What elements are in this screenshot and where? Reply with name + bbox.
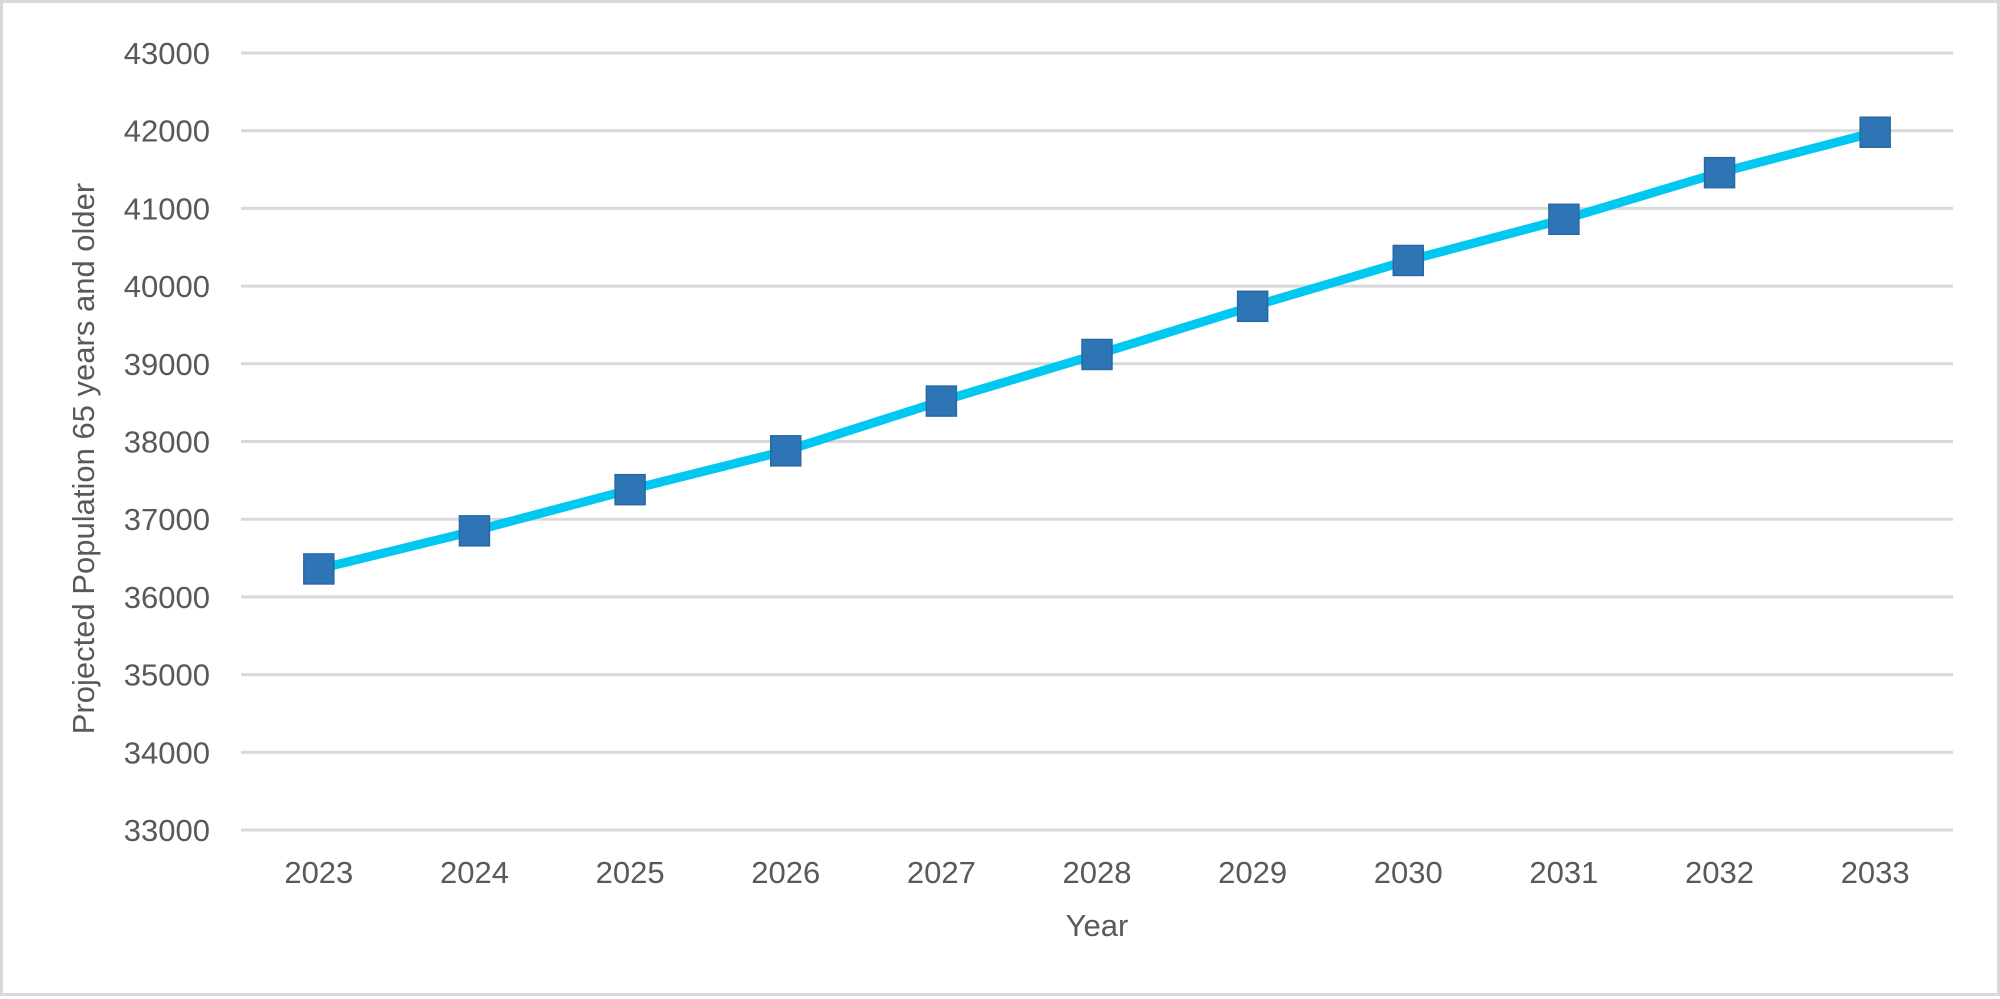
data-series xyxy=(303,116,1891,585)
x-axis-tick-labels: 2023 2024 2025 2026 2027 2028 2029 2030 2031 2032… xyxy=(284,855,1909,890)
x-tick-label: 2027 xyxy=(907,855,976,890)
y-axis-title: Projected Population 65 years and older xyxy=(66,183,101,734)
data-point-marker xyxy=(614,473,646,506)
data-point-marker xyxy=(303,553,335,585)
y-axis-tick-labels: 33000 34000 35000 36000 37000 38000 39000 40000… xyxy=(124,36,210,848)
data-point-marker xyxy=(925,385,958,417)
x-axis-title: Year xyxy=(1066,908,1129,943)
y-tick-label: 33000 xyxy=(124,813,210,848)
data-point-marker xyxy=(1236,290,1269,323)
data-point-marker xyxy=(1859,116,1891,149)
y-tick-label: 34000 xyxy=(124,735,210,770)
x-tick-label: 2030 xyxy=(1374,855,1443,890)
data-point-marker xyxy=(1081,338,1113,371)
x-tick-label: 2026 xyxy=(751,855,820,890)
y-tick-label: 43000 xyxy=(124,36,210,71)
y-tick-label: 35000 xyxy=(124,658,210,693)
x-tick-label: 2025 xyxy=(596,855,665,890)
y-tick-label: 41000 xyxy=(124,191,210,226)
x-tick-label: 2024 xyxy=(440,855,509,890)
y-tick-label: 36000 xyxy=(124,580,210,615)
data-point-marker xyxy=(1548,203,1580,236)
x-tick-label: 2023 xyxy=(284,855,353,890)
data-point-marker xyxy=(1703,156,1736,189)
x-tick-label: 2033 xyxy=(1841,855,1910,890)
x-tick-label: 2032 xyxy=(1685,855,1754,890)
y-tick-label: 42000 xyxy=(124,114,210,149)
x-tick-label: 2029 xyxy=(1218,855,1287,890)
x-tick-label: 2031 xyxy=(1529,855,1598,890)
gridlines xyxy=(241,51,1953,832)
x-tick-label: 2028 xyxy=(1063,855,1132,890)
y-tick-label: 40000 xyxy=(124,269,210,304)
data-point-marker xyxy=(458,515,491,547)
y-tick-label: 39000 xyxy=(124,347,210,382)
y-tick-label: 37000 xyxy=(124,502,210,537)
data-point-marker xyxy=(769,435,802,467)
data-point-marker xyxy=(1392,244,1425,277)
y-tick-label: 38000 xyxy=(124,425,210,460)
line-chart: 33000 34000 35000 36000 37000 38000 39000 40000… xyxy=(66,36,1953,943)
